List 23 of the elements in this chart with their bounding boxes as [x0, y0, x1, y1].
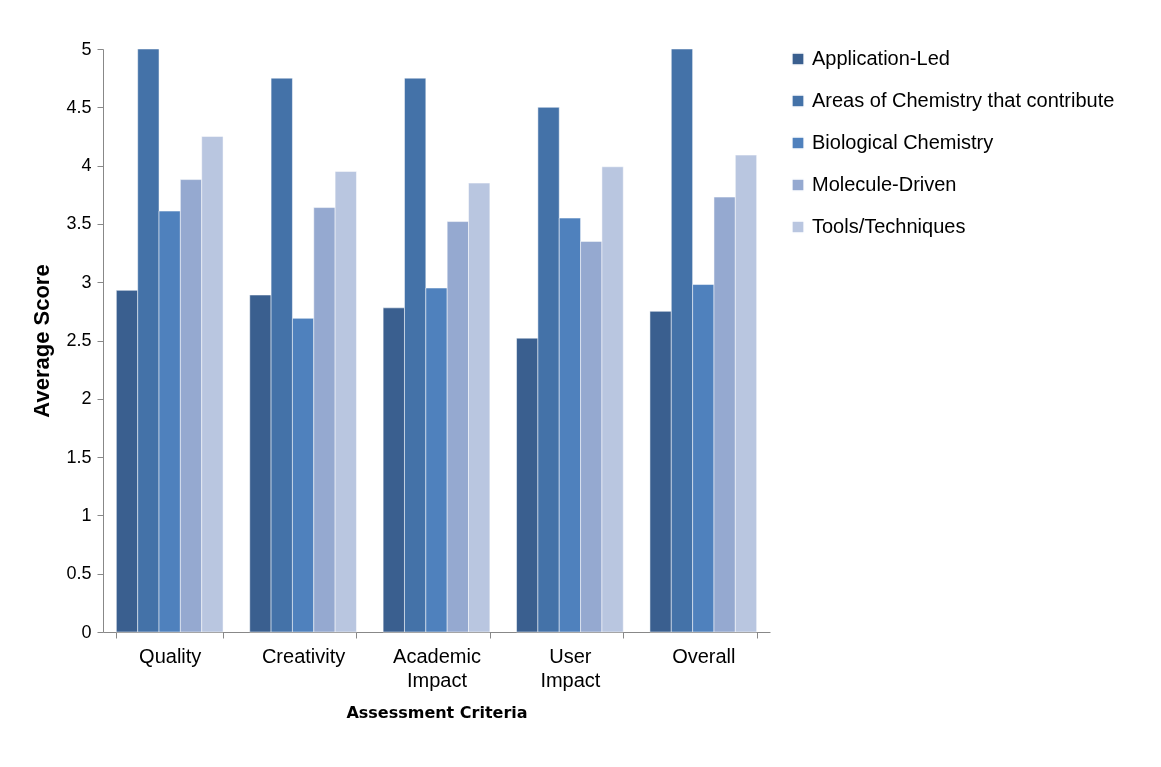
legend-label: Application-Led	[812, 47, 950, 69]
y-axis-title: Average Score	[29, 264, 55, 418]
x-axis-title: Assessment Criteria	[346, 702, 528, 722]
y-tick-label: 4	[81, 155, 92, 176]
y-tick-label: 2.5	[66, 330, 92, 350]
y-tick-label: 0.5	[66, 563, 92, 584]
y-tick-label: 3	[81, 271, 92, 292]
y-tick-label: 3.5	[66, 213, 92, 234]
x-tick-label: Overall	[672, 644, 736, 667]
x-tick-label: Creativity	[261, 644, 346, 667]
legend-label: Molecule-Driven	[812, 173, 957, 195]
y-tick-label: 0	[81, 621, 92, 642]
y-tick-label: 5	[81, 38, 92, 59]
y-tick-label: 1	[81, 504, 92, 525]
x-tick-label: Academic Impact	[393, 644, 481, 691]
y-tick-label: 4.5	[66, 96, 92, 117]
legend-label: Tools/Techniques	[812, 215, 966, 237]
y-tick-label: 1.5	[66, 446, 92, 467]
legend-label: Biological Chemistry	[812, 131, 994, 153]
x-tick-label: User Impact	[540, 644, 601, 691]
legend-label: Areas of Chemistry that contribute	[812, 89, 1115, 111]
x-tick-label: Quality	[139, 644, 202, 667]
y-tick-label: 2	[81, 388, 92, 409]
